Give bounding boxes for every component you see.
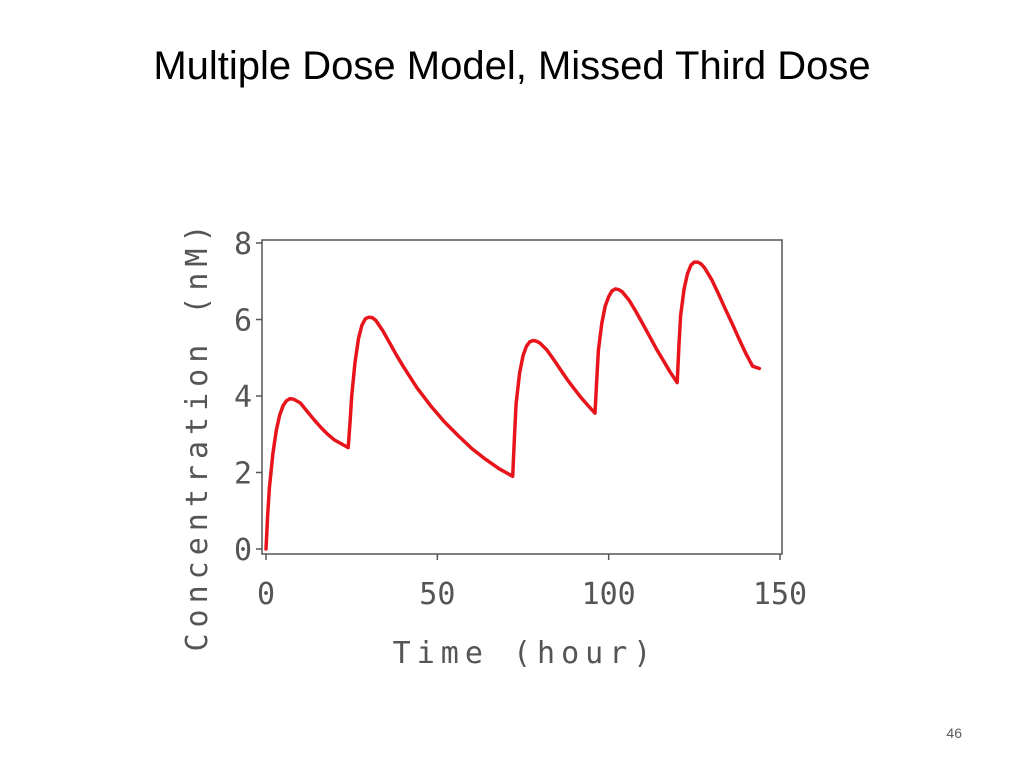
y-tick-label: 2 xyxy=(234,457,252,492)
y-axis-title: Concentration (nM) xyxy=(180,218,215,651)
y-tick-label: 0 xyxy=(234,533,252,568)
x-tick-label: 0 xyxy=(257,577,275,612)
plot-frame xyxy=(261,239,783,555)
y-tick-label: 4 xyxy=(234,380,252,415)
x-tick-label: 150 xyxy=(753,577,807,612)
y-tick-label: 8 xyxy=(234,227,252,262)
concentration-series-line xyxy=(264,260,762,551)
y-tick-label: 6 xyxy=(234,304,252,339)
slide-number: 46 xyxy=(946,725,962,741)
x-tick-label: 100 xyxy=(582,577,636,612)
slide-title: Multiple Dose Model, Missed Third Dose xyxy=(153,44,871,88)
x-axis-title: Time (hour) xyxy=(393,636,658,671)
x-tick-label: 50 xyxy=(419,577,455,612)
